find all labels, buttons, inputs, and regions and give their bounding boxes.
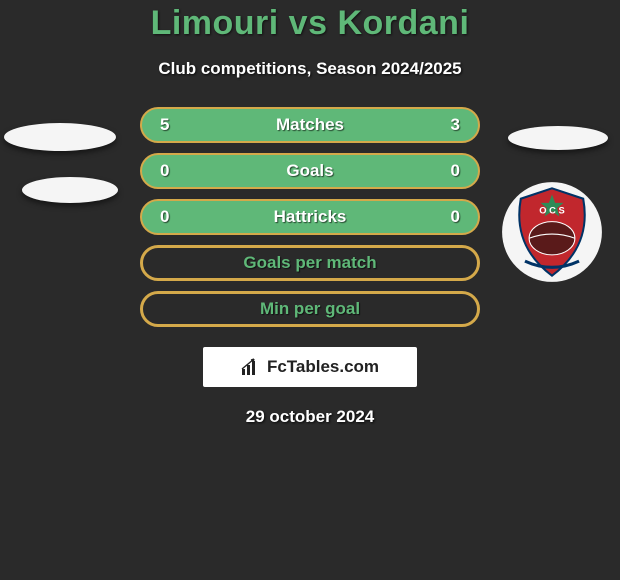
player-right-photo-placeholder: [508, 126, 608, 150]
stat-goals-left: 0: [160, 161, 180, 181]
stat-hattricks-label: Hattricks: [274, 207, 347, 227]
stat-mpg-label: Min per goal: [260, 299, 360, 319]
page-subtitle: Club competitions, Season 2024/2025: [158, 59, 461, 79]
branding-name: FcTables.com: [267, 357, 379, 377]
player-left-photo-placeholder-1: [4, 123, 116, 151]
stat-hattricks-left: 0: [160, 207, 180, 227]
stat-matches-left: 5: [160, 115, 180, 135]
svg-text:O C S: O C S: [539, 205, 564, 215]
stat-hattricks-right: 0: [440, 207, 460, 227]
stat-goals-right: 0: [440, 161, 460, 181]
stat-row-matches: 5 Matches 3: [140, 107, 480, 143]
branding-badge: FcTables.com: [203, 347, 417, 387]
stat-row-goals-per-match: Goals per match: [140, 245, 480, 281]
player-left-photo-placeholder-2: [22, 177, 118, 203]
stat-row-goals: 0 Goals 0: [140, 153, 480, 189]
stat-gpm-label: Goals per match: [243, 253, 376, 273]
date-label: 29 october 2024: [246, 407, 375, 427]
club-crest-icon: O C S: [500, 180, 604, 284]
stat-goals-label: Goals: [286, 161, 333, 181]
page-title: Limouri vs Kordani: [151, 4, 470, 43]
branding-text: FcTables.com: [241, 357, 379, 377]
stat-matches-label: Matches: [276, 115, 344, 135]
stat-row-min-per-goal: Min per goal: [140, 291, 480, 327]
bars-icon: [241, 358, 263, 376]
stat-matches-right: 3: [440, 115, 460, 135]
stat-row-hattricks: 0 Hattricks 0: [140, 199, 480, 235]
